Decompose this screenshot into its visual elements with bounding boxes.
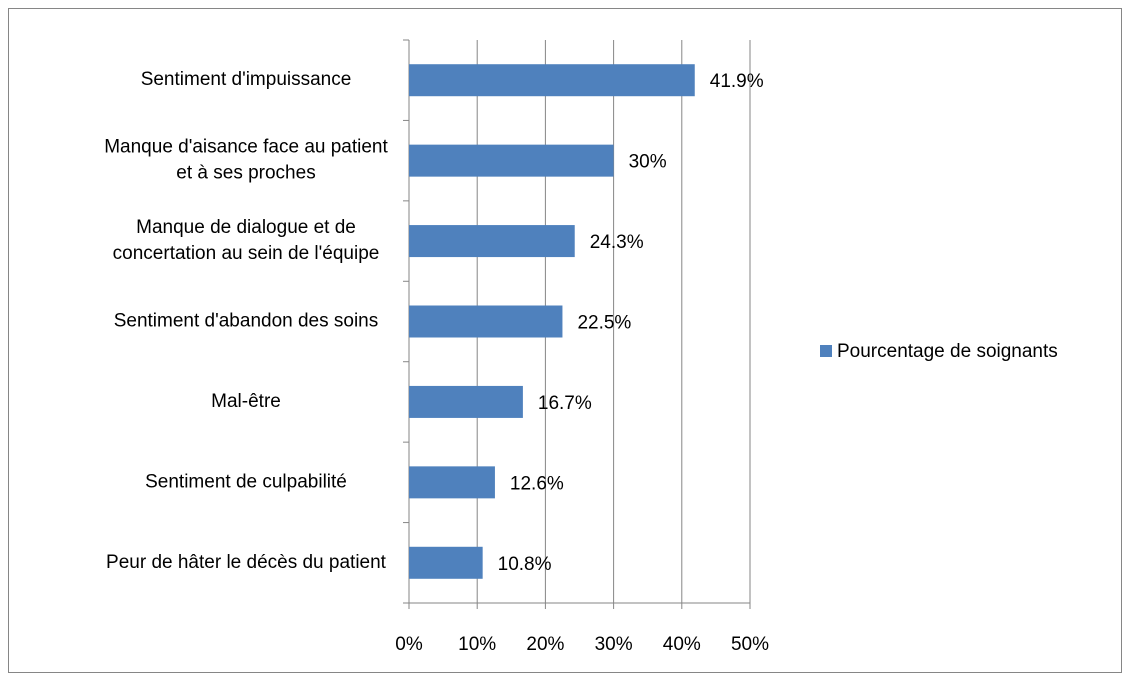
bar bbox=[409, 385, 523, 418]
value-label: 41.9% bbox=[710, 71, 764, 92]
value-label: 12.6% bbox=[510, 473, 564, 494]
y-tick-label: Mal-être bbox=[211, 391, 281, 412]
x-tick-label: 50% bbox=[731, 634, 769, 655]
y-tick-label: Manque de dialogue et de concertation au … bbox=[113, 217, 380, 264]
bar bbox=[409, 225, 575, 258]
x-tick-label: 0% bbox=[395, 634, 423, 655]
x-tick-label: 30% bbox=[595, 634, 633, 655]
y-tick-label: Manque d'aisance face au patient et à ses… bbox=[104, 137, 388, 184]
x-tick-label: 40% bbox=[663, 634, 701, 655]
legend-swatch bbox=[820, 345, 832, 357]
y-tick-label: Sentiment d'abandon des soins bbox=[114, 311, 379, 332]
bar bbox=[409, 64, 695, 97]
legend-label: Pourcentage de soignants bbox=[837, 341, 1058, 362]
y-tick-label: Peur de hâter le décès du patient bbox=[106, 552, 387, 573]
value-label: 24.3% bbox=[590, 232, 644, 253]
value-label: 10.8% bbox=[498, 554, 552, 575]
bar bbox=[409, 466, 495, 499]
bar bbox=[409, 546, 483, 579]
value-label: 30% bbox=[629, 152, 667, 173]
y-tick-label: Sentiment de culpabilité bbox=[145, 471, 347, 492]
y-tick-label: Sentiment d'impuissance bbox=[141, 69, 352, 90]
x-tick-label: 10% bbox=[458, 634, 496, 655]
x-tick-label: 20% bbox=[526, 634, 564, 655]
bar bbox=[409, 305, 563, 338]
value-label: 16.7% bbox=[538, 393, 592, 414]
value-label: 22.5% bbox=[577, 313, 631, 334]
bar bbox=[409, 144, 614, 177]
chart-frame bbox=[8, 8, 1122, 673]
